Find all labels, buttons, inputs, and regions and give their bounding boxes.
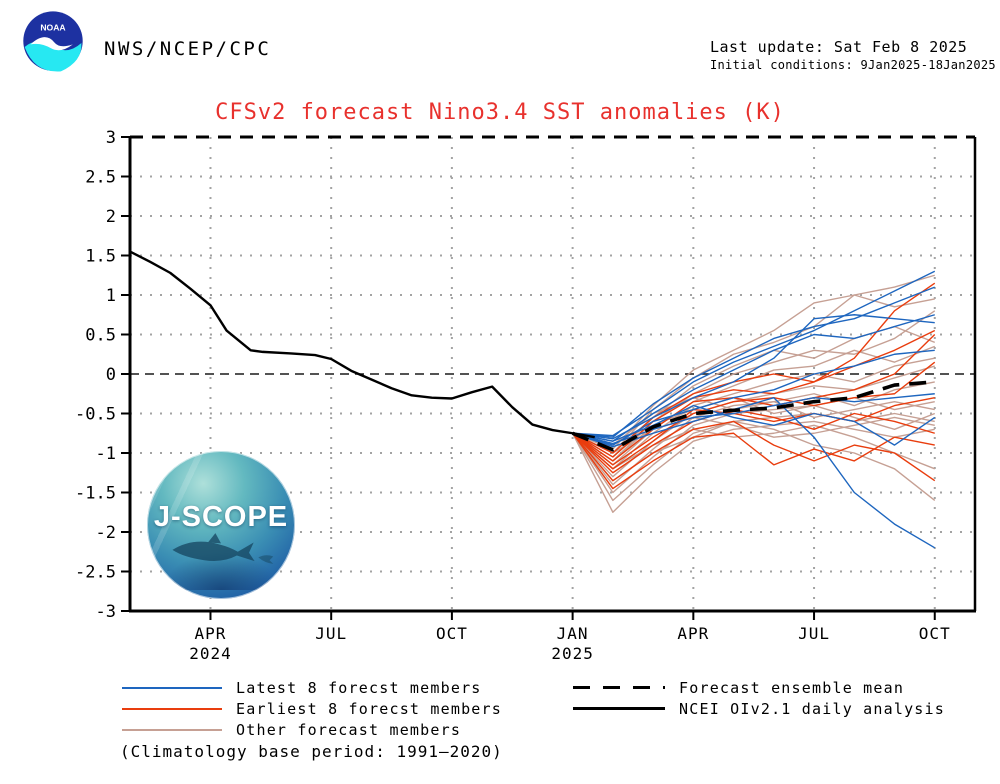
ensemble-mean-label: Forecast ensemble mean xyxy=(679,678,905,697)
y-tick-label: 3 xyxy=(106,128,116,148)
forecast-member-line xyxy=(572,361,936,466)
forecast-member-line xyxy=(572,397,935,446)
forecast-member-line xyxy=(572,314,935,440)
ensemble-mean-swatch xyxy=(573,686,665,689)
noaa-logo-graphic: NOAA xyxy=(23,11,83,72)
x-tick-label: APR xyxy=(677,624,709,643)
y-tick-label: -3 xyxy=(96,602,116,622)
analysis-label: NCEI OIv2.1 daily analysis xyxy=(679,699,945,718)
y-tick-label: -1 xyxy=(96,444,116,464)
chart-title: CFSv2 forecast Nino3.4 SST anomalies (K) xyxy=(215,100,785,125)
analysis-line xyxy=(129,250,595,439)
y-tick-label: -2.5 xyxy=(75,563,116,583)
fish-icon xyxy=(172,533,274,564)
forecast-member-line xyxy=(572,397,935,470)
legend-item-other: Other forecast members xyxy=(122,719,502,740)
forecast-member-line xyxy=(572,420,936,482)
other-members-label: Other forecast members xyxy=(236,720,462,739)
climatology-note: (Climatology base period: 1991—2020) xyxy=(120,742,503,761)
y-tick-label: 2.5 xyxy=(85,168,116,188)
other-members-swatch xyxy=(122,728,222,731)
latest-members-swatch xyxy=(122,686,222,689)
y-tick-label: 0.5 xyxy=(85,326,116,346)
ensemble-mean-line xyxy=(571,380,935,452)
forecast-member-line xyxy=(572,286,936,438)
legend-item-analysis: NCEI OIv2.1 daily analysis xyxy=(573,698,945,719)
earliest-members-swatch xyxy=(122,707,222,710)
forecast-member-line xyxy=(572,270,936,437)
forecast-member-line xyxy=(572,416,935,454)
x-tick-label: JAN xyxy=(557,624,589,643)
forecast-member-line xyxy=(572,432,935,490)
x-tick-label: JUL xyxy=(798,624,830,643)
legend-summary-lines: Forecast ensemble mean NCEI OIv2.1 daily… xyxy=(573,677,945,719)
y-tick-label: 2 xyxy=(106,207,116,227)
legend-members: Latest 8 forecst members Earliest 8 fore… xyxy=(122,677,502,740)
noaa-logo: NOAA xyxy=(20,10,86,76)
forecast-member-line xyxy=(572,334,936,462)
noaa-logo-text: NOAA xyxy=(40,22,65,32)
x-tick-label: JUL xyxy=(315,624,347,643)
y-tick-label: 1 xyxy=(106,286,116,306)
jscope-logo-text: J-SCOPE xyxy=(153,500,289,533)
forecast-member-line xyxy=(572,397,936,462)
last-update: Last update: Sat Feb 8 2025 xyxy=(710,38,968,56)
forecast-member-line xyxy=(572,274,935,450)
legend-item-latest: Latest 8 forecst members xyxy=(122,677,502,698)
x-tick-label: OCT xyxy=(919,624,951,643)
latest-members-label: Latest 8 forecst members xyxy=(236,678,482,697)
initial-conditions: Initial conditions: 9Jan2025-18Jan2025 xyxy=(710,58,996,72)
analysis-swatch xyxy=(573,707,665,710)
y-tick-label: -1.5 xyxy=(75,484,116,504)
forecast-member-line xyxy=(572,408,935,474)
earliest-members-lines xyxy=(572,282,936,490)
forecast-member-line xyxy=(572,404,936,446)
forecast-member-line xyxy=(572,424,936,470)
x-year-label: 2024 xyxy=(189,644,232,663)
x-tick-label: APR xyxy=(195,624,227,643)
y-tick-label: -2 xyxy=(96,523,116,543)
org-name: NWS/NCEP/CPC xyxy=(104,38,272,60)
y-tick-label: 0 xyxy=(106,365,116,385)
earliest-members-label: Earliest 8 forecst members xyxy=(236,699,502,718)
forecast-member-line xyxy=(572,282,936,454)
x-tick-label: OCT xyxy=(436,624,468,643)
y-tick-label: 1.5 xyxy=(85,247,116,267)
x-year-label: 2025 xyxy=(551,644,594,663)
jscope-logo: J-SCOPE xyxy=(147,451,295,599)
y-tick-label: -0.5 xyxy=(75,405,116,425)
legend-item-earliest: Earliest 8 forecst members xyxy=(122,698,502,719)
y-axis: 3 2.5 2 1.5 1 0.5 0 -0.5 -1 -1.5 -2 -2.5 -3 xyxy=(75,128,130,622)
legend-item-mean: Forecast ensemble mean xyxy=(573,677,945,698)
